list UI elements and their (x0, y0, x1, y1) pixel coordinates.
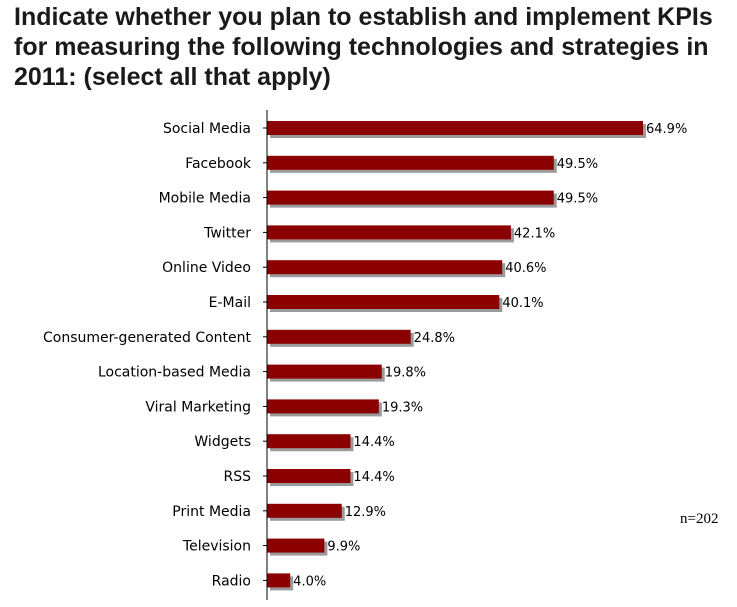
bar (267, 503, 342, 518)
value-label: 14.4% (353, 435, 394, 450)
value-label: 9.9% (327, 540, 360, 555)
value-label: 40.1% (502, 296, 543, 311)
value-label: 12.9% (345, 505, 386, 520)
value-label: 24.8% (414, 331, 455, 346)
category-label: Mobile Media (159, 191, 251, 207)
value-label: 64.9% (646, 122, 687, 137)
value-label: 49.5% (557, 192, 598, 207)
bar (267, 190, 554, 205)
bars-group: Social Media 64.9% Facebook 49.5% Mobile Med… (43, 121, 687, 591)
value-label: 49.5% (557, 157, 598, 172)
value-label: 19.8% (385, 366, 426, 381)
category-label: Television (182, 539, 251, 555)
category-label: Print Media (172, 504, 251, 520)
bar (267, 329, 411, 344)
category-label: Radio (212, 573, 251, 589)
category-label: Facebook (185, 156, 252, 172)
sample-size-note: n=202 (680, 511, 719, 527)
category-label: Consumer-generated Content (43, 330, 251, 346)
value-label: 4.0% (293, 574, 326, 589)
bar (267, 121, 643, 135)
bar (267, 469, 351, 483)
category-label: Online Video (162, 260, 251, 276)
value-label: 42.1% (514, 226, 555, 241)
category-label: RSS (223, 469, 251, 485)
category-label: Widgets (194, 434, 251, 450)
bar (267, 155, 554, 170)
bar (267, 295, 500, 309)
category-label: Location-based Media (98, 365, 251, 381)
value-label: 14.4% (353, 470, 394, 485)
category-label: Twitter (203, 225, 251, 241)
bar (267, 225, 511, 240)
value-label: 19.3% (382, 400, 423, 415)
value-label: 40.6% (505, 261, 546, 276)
bar (267, 399, 379, 414)
category-label: E-Mail (209, 295, 251, 311)
bar (267, 260, 503, 275)
chart-title: Indicate whether you plan to establish a… (14, 3, 713, 91)
bar (267, 434, 351, 449)
category-label: Viral Marketing (145, 399, 251, 415)
bar (267, 573, 291, 588)
bar (267, 364, 382, 379)
bar (267, 538, 325, 553)
category-label: Social Media (163, 121, 251, 137)
